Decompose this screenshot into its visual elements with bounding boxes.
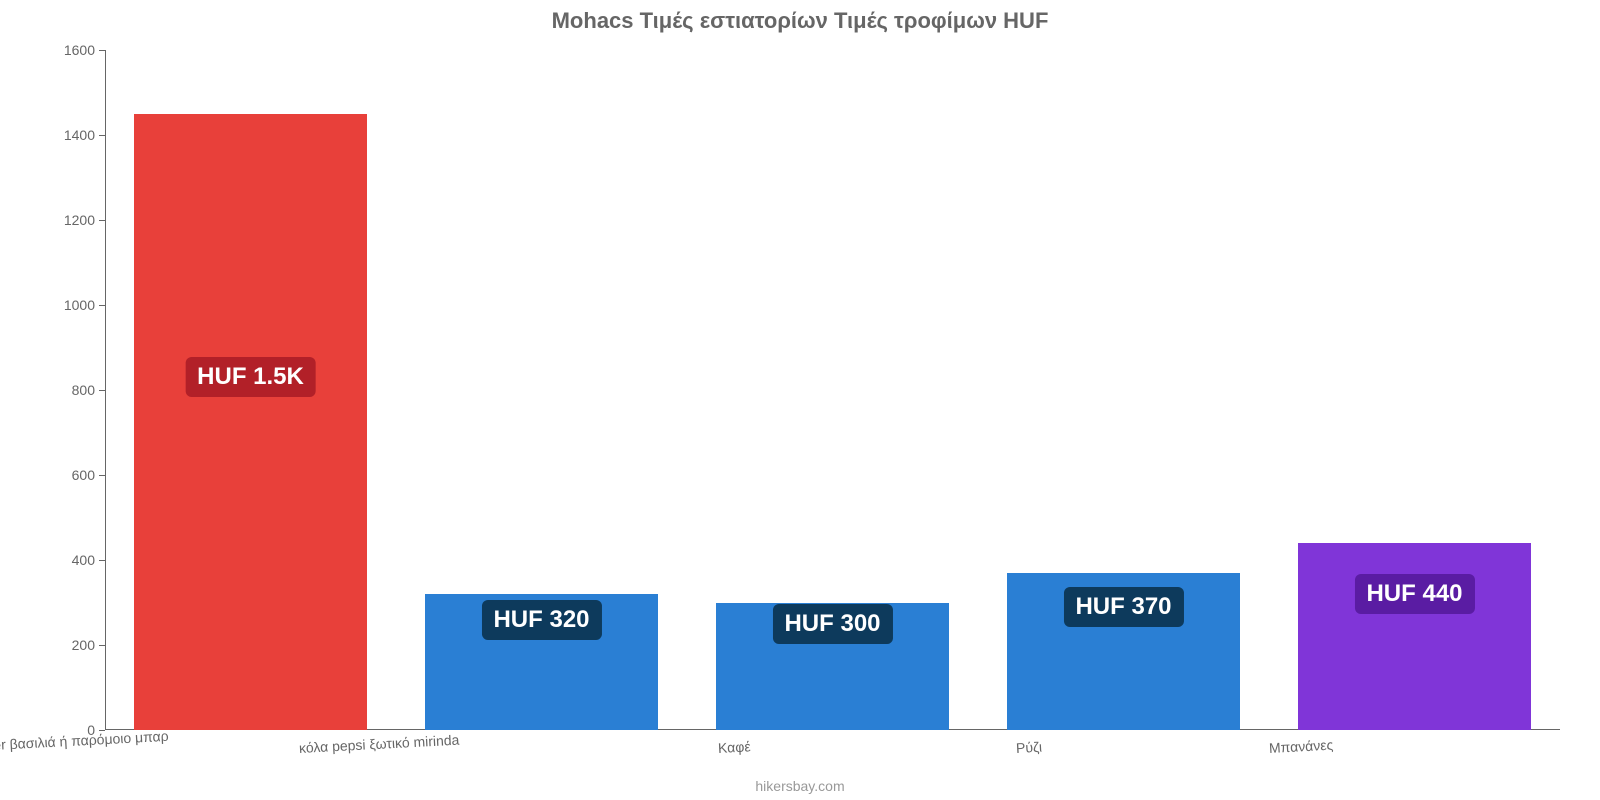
- y-tick-label: 600: [35, 467, 95, 483]
- x-tick-label: Ρύζι: [1016, 739, 1043, 756]
- chart-footer: hikersbay.com: [0, 778, 1600, 794]
- y-tick-mark: [99, 305, 105, 306]
- bar-value-label: HUF 320: [481, 600, 601, 640]
- y-tick-label: 200: [35, 637, 95, 653]
- chart-plot-area: 02004006008001000120014001600HUF 1.5KMac…: [105, 50, 1560, 730]
- bar: [1298, 543, 1531, 730]
- y-tick-mark: [99, 475, 105, 476]
- y-tick-label: 1200: [35, 212, 95, 228]
- bar-value-label: HUF 370: [1063, 587, 1183, 627]
- y-tick-mark: [99, 135, 105, 136]
- y-tick-label: 1400: [35, 127, 95, 143]
- x-tick-label: κόλα pepsi ξωτικό mirinda: [299, 732, 460, 756]
- y-tick-mark: [99, 220, 105, 221]
- chart-title: Mohacs Τιμές εστιατορίων Τιμές τροφίμων …: [0, 8, 1600, 34]
- x-tick-label: Καφέ: [718, 738, 751, 756]
- chart-container: Mohacs Τιμές εστιατορίων Τιμές τροφίμων …: [0, 0, 1600, 800]
- y-tick-mark: [99, 560, 105, 561]
- y-tick-label: 400: [35, 552, 95, 568]
- bar-value-label: HUF 300: [772, 604, 892, 644]
- y-tick-mark: [99, 645, 105, 646]
- bar-value-label: HUF 440: [1354, 574, 1474, 614]
- y-tick-label: 800: [35, 382, 95, 398]
- x-tick-label: Mac burger βασιλιά ή παρόμοιο μπαρ: [0, 728, 169, 756]
- y-tick-label: 1600: [35, 42, 95, 58]
- bar: [134, 114, 367, 730]
- y-axis-line: [105, 50, 106, 730]
- bar-value-label: HUF 1.5K: [185, 357, 316, 397]
- y-tick-mark: [99, 50, 105, 51]
- y-tick-label: 1000: [35, 297, 95, 313]
- x-tick-label: Μπανάνες: [1269, 737, 1334, 756]
- y-tick-mark: [99, 390, 105, 391]
